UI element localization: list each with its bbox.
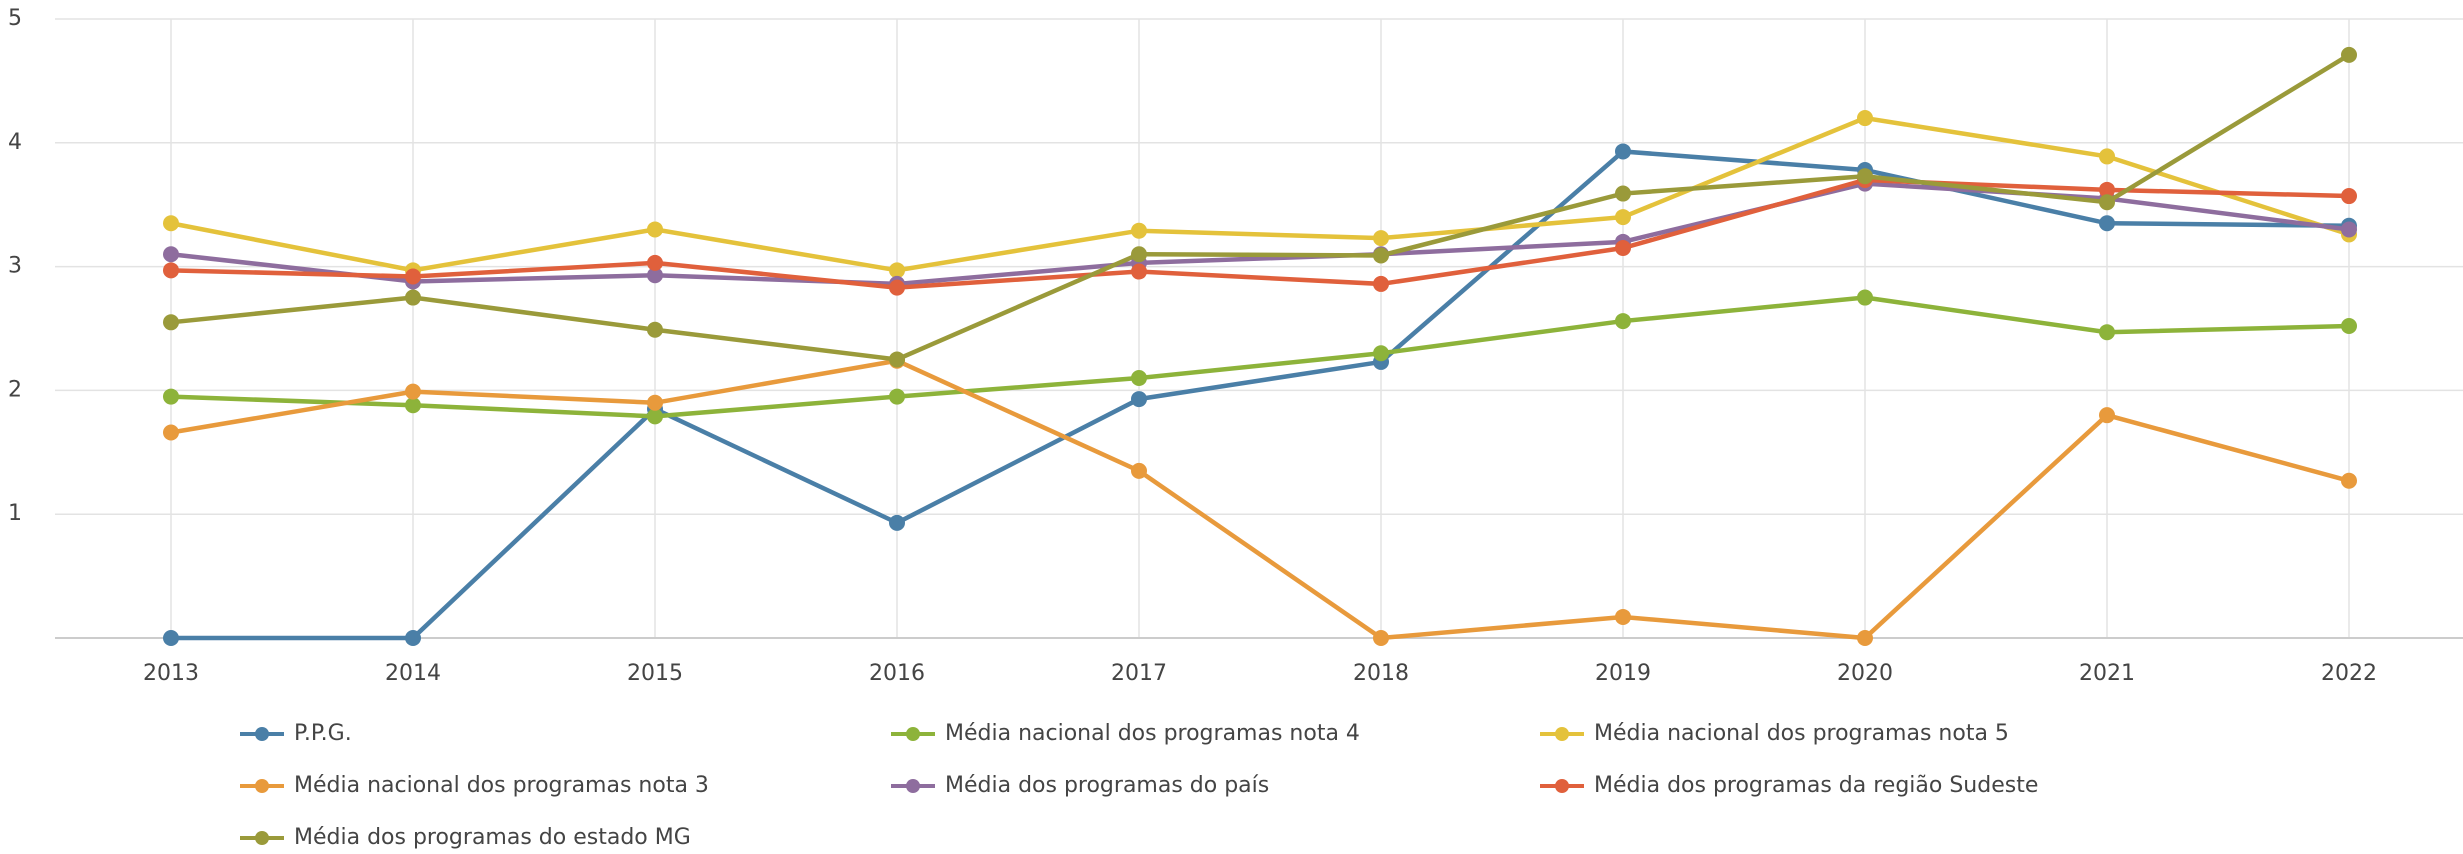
point	[1131, 391, 1147, 408]
x-tick-label: 2017	[1111, 661, 1167, 686]
point	[647, 254, 663, 271]
x-tick-label: 2015	[627, 661, 683, 686]
point	[405, 630, 421, 646]
legend-label: P.P.G.	[294, 721, 352, 746]
point	[2341, 46, 2357, 63]
point	[1373, 630, 1389, 646]
point	[889, 262, 905, 279]
series-line	[170, 295, 2350, 419]
y-tick-label: 3	[8, 254, 22, 279]
point	[647, 408, 663, 425]
point	[405, 268, 421, 285]
series-line	[170, 115, 2350, 273]
point	[1615, 209, 1631, 226]
x-tick-label: 2016	[869, 661, 925, 686]
point	[163, 215, 179, 232]
x-tick-label: 2020	[1837, 661, 1893, 686]
legend-label: Média dos programas do país	[945, 773, 1269, 798]
point	[1373, 275, 1389, 292]
point	[2099, 324, 2115, 341]
point	[2099, 215, 2115, 232]
point	[2341, 472, 2357, 489]
series-line	[171, 149, 2350, 641]
point	[647, 321, 663, 338]
point	[2099, 181, 2115, 198]
point	[1615, 608, 1631, 625]
point	[1131, 370, 1147, 387]
legend-marker	[255, 831, 269, 845]
y-tick-label: 1	[8, 501, 22, 526]
legend-label: Média dos programas do estado MG	[294, 825, 691, 850]
legend-marker	[1555, 779, 1569, 793]
point	[1857, 110, 1873, 127]
point	[2341, 318, 2357, 335]
point	[163, 246, 179, 263]
point	[163, 630, 179, 646]
point	[2341, 221, 2357, 238]
point	[405, 383, 421, 400]
point	[1857, 168, 1873, 185]
legend-label: Média nacional dos programas nota 4	[945, 721, 1360, 746]
legend-marker	[906, 727, 920, 741]
x-tick-label: 2018	[1353, 661, 1409, 686]
point	[163, 262, 179, 279]
point	[1131, 263, 1147, 280]
point	[1131, 246, 1147, 263]
point	[163, 388, 179, 405]
point	[1373, 345, 1389, 362]
point	[647, 221, 663, 238]
x-tick-label: 2022	[2321, 661, 2377, 686]
legend-label: Média nacional dos programas nota 3	[294, 773, 709, 798]
point	[1615, 240, 1631, 257]
point	[2099, 148, 2115, 165]
point	[889, 351, 905, 368]
point	[1615, 185, 1631, 202]
legend-marker	[906, 779, 920, 793]
legend-label: Média nacional dos programas nota 5	[1594, 721, 2009, 746]
point	[647, 394, 663, 411]
point	[1373, 230, 1389, 247]
point	[405, 289, 421, 306]
point	[889, 514, 905, 531]
point	[889, 279, 905, 296]
series-line	[170, 358, 2350, 641]
series-line	[170, 177, 2350, 290]
point	[2099, 407, 2115, 424]
point	[163, 314, 179, 331]
x-tick-label: 2019	[1595, 661, 1651, 686]
point	[889, 388, 905, 405]
point	[1857, 630, 1873, 646]
point	[405, 397, 421, 414]
point	[163, 424, 179, 441]
point	[2341, 188, 2357, 205]
point	[1615, 143, 1631, 160]
legend-marker	[1555, 727, 1569, 741]
point	[1615, 313, 1631, 330]
series-line	[170, 52, 2351, 362]
point	[1373, 247, 1389, 264]
point	[1131, 222, 1147, 239]
point	[1131, 462, 1147, 479]
y-tick-label: 5	[8, 6, 22, 31]
point	[647, 267, 663, 284]
point	[2099, 194, 2115, 211]
point	[1857, 289, 1873, 306]
legend-marker	[255, 779, 269, 793]
x-tick-label: 2014	[385, 661, 441, 686]
x-tick-label: 2013	[143, 661, 199, 686]
legend-label: Média dos programas da região Sudeste	[1594, 773, 2038, 798]
legend-marker	[255, 727, 269, 741]
y-tick-label: 4	[8, 130, 22, 155]
y-tick-label: 2	[8, 377, 22, 402]
x-tick-label: 2021	[2079, 661, 2135, 686]
